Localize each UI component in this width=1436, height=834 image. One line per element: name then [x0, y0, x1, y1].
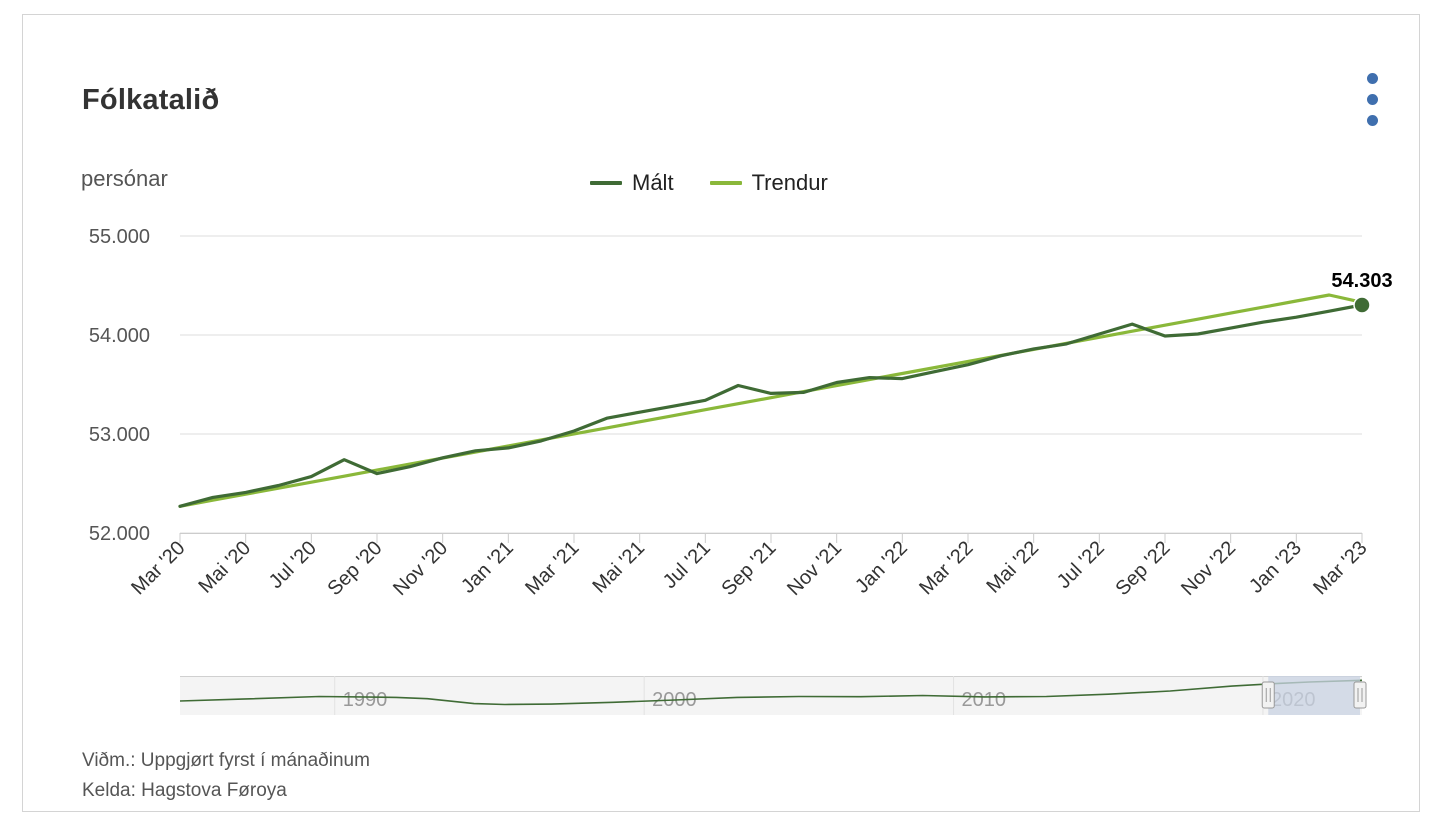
navigator[interactable]: 1990200020102020 [179, 676, 1367, 715]
x-tick-label: Mai '20 [194, 537, 255, 598]
x-tick-label: Mar '23 [1309, 537, 1371, 599]
last-value-label: 54.303 [1331, 270, 1392, 292]
navigator-left-handle[interactable] [1261, 681, 1275, 709]
x-tick-label: Jul '21 [659, 537, 715, 593]
series-line-trendur[interactable] [178, 293, 1364, 508]
x-tick-label: Mar '22 [915, 537, 977, 599]
navigator-year-label: 1990 [343, 689, 388, 711]
x-tick-label: Jul '20 [265, 537, 321, 593]
x-tick-label: Mar '20 [127, 537, 189, 599]
y-tick-label: 52.000 [89, 523, 150, 545]
y-axis-title: persónar [81, 166, 168, 191]
kebab-menu-icon-dot [1367, 94, 1378, 105]
last-point-marker[interactable] [1353, 296, 1371, 314]
legend-swatch-trendur [709, 181, 742, 185]
x-tick-label: Nov '20 [389, 537, 452, 600]
y-tick-label: 54.000 [89, 325, 150, 347]
kebab-menu-icon-dot [1367, 115, 1378, 126]
handle-grip-icon [1353, 681, 1367, 709]
x-tick-label: Jul '22 [1053, 537, 1109, 593]
navigator-right-handle[interactable] [1353, 681, 1367, 709]
series-group: 54.303 [178, 270, 1393, 508]
x-tick-label: Jan '23 [1245, 537, 1306, 598]
y-axis-ticks: 52.000 53.000 54.000 55.000 [89, 226, 150, 545]
x-tick-label: Mai '21 [588, 537, 649, 598]
legend-label-trendur: Trendur [751, 170, 828, 195]
x-axis: Mar '20 Mai '20 Jul '20 Sep '20 Nov '20 Jan '… [127, 533, 1372, 600]
series-line-malt[interactable] [178, 303, 1364, 508]
x-tick-label: Mar '21 [521, 537, 583, 599]
x-tick-label: Nov '22 [1177, 537, 1240, 600]
y-tick-label: 55.000 [89, 226, 150, 248]
handle-grip-icon [1261, 681, 1275, 709]
note-text: Viðm.: Uppgjørt fyrst í mánaðinum [82, 750, 370, 771]
chart-title: Fólkatalið [82, 84, 220, 116]
chart-menu-button[interactable] [1358, 70, 1388, 132]
x-tick-label: Sep '22 [1111, 537, 1174, 600]
navigator-background [180, 676, 1362, 715]
chart-notes: Viðm.: Uppgjørt fyrst í mánaðinum Kelda:… [82, 746, 370, 806]
x-tick-label: Nov '21 [783, 537, 846, 600]
grid-lines [180, 235, 1362, 534]
x-tick-label: Sep '20 [323, 537, 386, 600]
legend-item-malt[interactable]: Mált [590, 170, 674, 196]
x-tick-label: Jan '22 [851, 537, 912, 598]
navigator-year-label: 2010 [962, 689, 1007, 711]
x-tick-label: Jan '21 [457, 537, 518, 598]
navigator-selected-range[interactable] [1268, 676, 1360, 715]
legend-swatch-malt [590, 181, 622, 185]
x-tick-label: Sep '21 [717, 537, 780, 600]
navigator-series-line [179, 679, 1363, 706]
legend: Mált Trendur [590, 170, 828, 196]
x-tick-label: Mai '22 [982, 537, 1043, 598]
y-tick-label: 53.000 [89, 424, 150, 446]
legend-item-trendur[interactable]: Trendur [709, 170, 828, 196]
legend-label-malt: Mált [632, 170, 674, 195]
kebab-menu-icon [1367, 73, 1378, 84]
source-text: Kelda: Hagstova Føroya [82, 780, 287, 801]
